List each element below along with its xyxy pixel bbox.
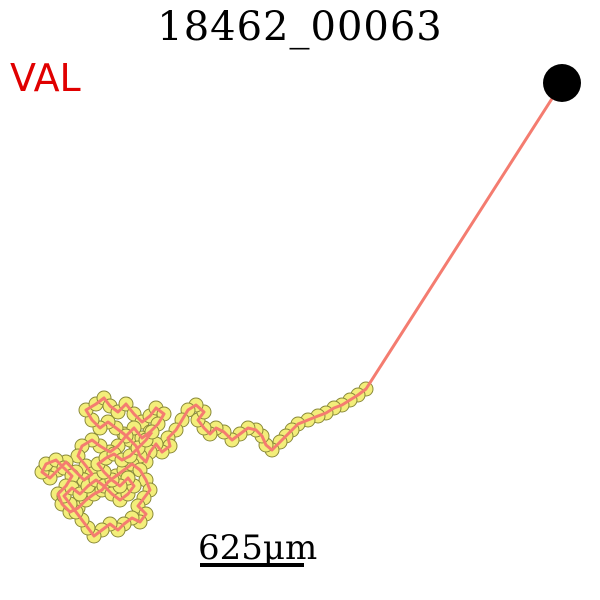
endpoint-disc-icon [543,64,581,102]
node-layer [34,381,374,544]
page-title: 18462_00063 [157,4,443,50]
label-tag: VAL [10,56,81,100]
scale-bar-label: 625μm [198,528,318,568]
scale-bar [200,563,304,567]
trajectory-line [40,82,564,538]
